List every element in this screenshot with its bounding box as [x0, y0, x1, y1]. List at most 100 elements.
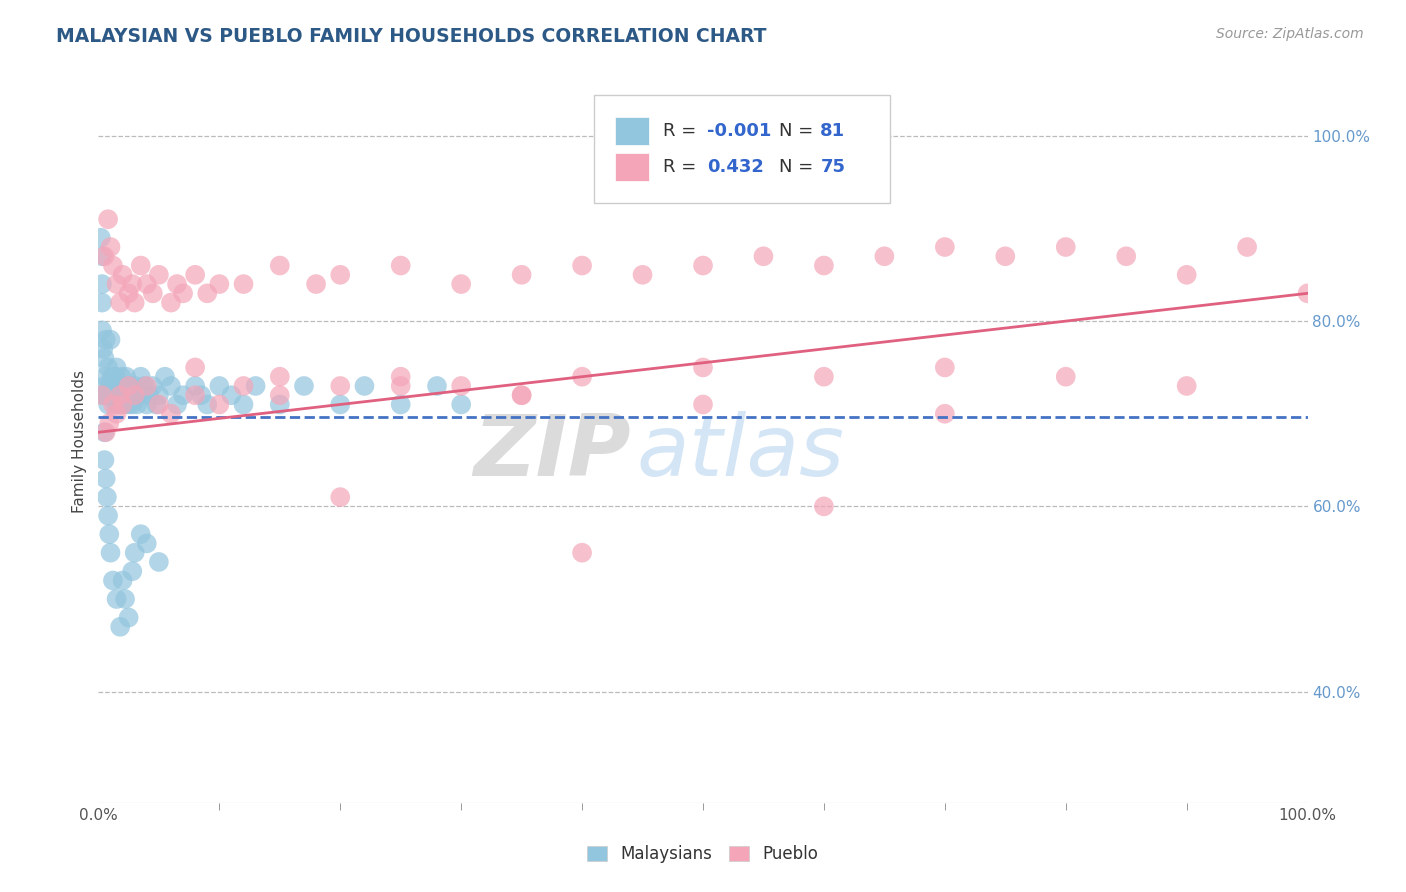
Point: [232, 379, 254, 393]
Point: [269, 259, 291, 273]
Point: [91, 342, 114, 356]
Point: [96, 490, 118, 504]
Text: R =: R =: [664, 122, 702, 140]
Text: R =: R =: [664, 158, 702, 176]
Point: [124, 379, 146, 393]
Point: [93, 425, 115, 440]
Point: [148, 268, 170, 282]
Point: [97, 212, 120, 227]
Point: [571, 259, 593, 273]
Point: [510, 388, 533, 402]
Point: [221, 388, 243, 402]
Point: [184, 388, 207, 402]
Point: [172, 286, 194, 301]
Point: [94, 333, 117, 347]
Point: [389, 397, 412, 411]
Point: [103, 388, 125, 402]
Point: [934, 240, 956, 254]
Point: [389, 379, 412, 393]
Point: [121, 564, 143, 578]
Point: [98, 379, 121, 393]
Point: [166, 397, 188, 411]
Point: [208, 379, 231, 393]
Point: [148, 397, 170, 411]
Point: [93, 453, 115, 467]
Point: [269, 388, 291, 402]
Point: [94, 425, 117, 440]
Point: [124, 388, 146, 402]
Point: [571, 546, 593, 560]
FancyBboxPatch shape: [595, 95, 890, 203]
Text: atlas: atlas: [637, 411, 845, 494]
Point: [292, 379, 315, 393]
Point: [108, 295, 131, 310]
Point: [426, 379, 449, 393]
Point: [329, 379, 352, 393]
Point: [305, 277, 328, 291]
Point: [142, 379, 165, 393]
Point: [184, 268, 207, 282]
Point: [692, 259, 714, 273]
Point: [107, 379, 129, 393]
Point: [104, 369, 127, 384]
Point: [105, 592, 128, 607]
Point: [813, 500, 835, 514]
Point: [450, 277, 472, 291]
Point: [135, 277, 157, 291]
Point: [100, 388, 122, 402]
Point: [100, 240, 122, 254]
Point: [111, 379, 134, 393]
Point: [571, 369, 593, 384]
Point: [120, 388, 142, 402]
Y-axis label: Family Households: Family Households: [72, 370, 87, 513]
Point: [110, 369, 132, 384]
Point: [115, 369, 138, 384]
Point: [631, 268, 654, 282]
FancyBboxPatch shape: [614, 117, 648, 145]
Point: [148, 555, 170, 569]
Point: [1115, 249, 1137, 263]
Point: [124, 546, 146, 560]
Point: [145, 397, 167, 411]
Point: [129, 527, 152, 541]
Text: MALAYSIAN VS PUEBLO FAMILY HOUSEHOLDS CORRELATION CHART: MALAYSIAN VS PUEBLO FAMILY HOUSEHOLDS CO…: [56, 27, 766, 45]
Point: [91, 388, 114, 402]
Point: [195, 397, 218, 411]
Text: N =: N =: [779, 158, 820, 176]
Point: [510, 388, 533, 402]
Point: [184, 360, 207, 375]
Text: 81: 81: [820, 122, 845, 140]
Point: [1175, 379, 1198, 393]
Text: N =: N =: [779, 122, 820, 140]
Point: [108, 388, 131, 402]
Point: [111, 397, 134, 411]
Point: [389, 369, 412, 384]
Point: [934, 407, 956, 421]
Point: [269, 369, 291, 384]
Point: [172, 388, 194, 402]
Point: [232, 397, 254, 411]
Point: [91, 277, 114, 291]
Point: [118, 610, 141, 624]
Point: [124, 295, 146, 310]
Point: [105, 277, 128, 291]
Point: [100, 546, 122, 560]
Point: [97, 508, 120, 523]
Point: [91, 295, 114, 310]
Point: [208, 397, 231, 411]
Point: [97, 360, 120, 375]
Point: [118, 379, 141, 393]
Point: [510, 268, 533, 282]
Point: [245, 379, 267, 393]
Point: [450, 379, 472, 393]
Point: [96, 388, 118, 402]
Point: [128, 388, 150, 402]
FancyBboxPatch shape: [614, 153, 648, 181]
Point: [112, 397, 135, 411]
Point: [160, 407, 183, 421]
Point: [329, 397, 352, 411]
Point: [1296, 286, 1319, 301]
Point: [114, 592, 136, 607]
Point: [134, 379, 156, 393]
Point: [105, 407, 128, 421]
